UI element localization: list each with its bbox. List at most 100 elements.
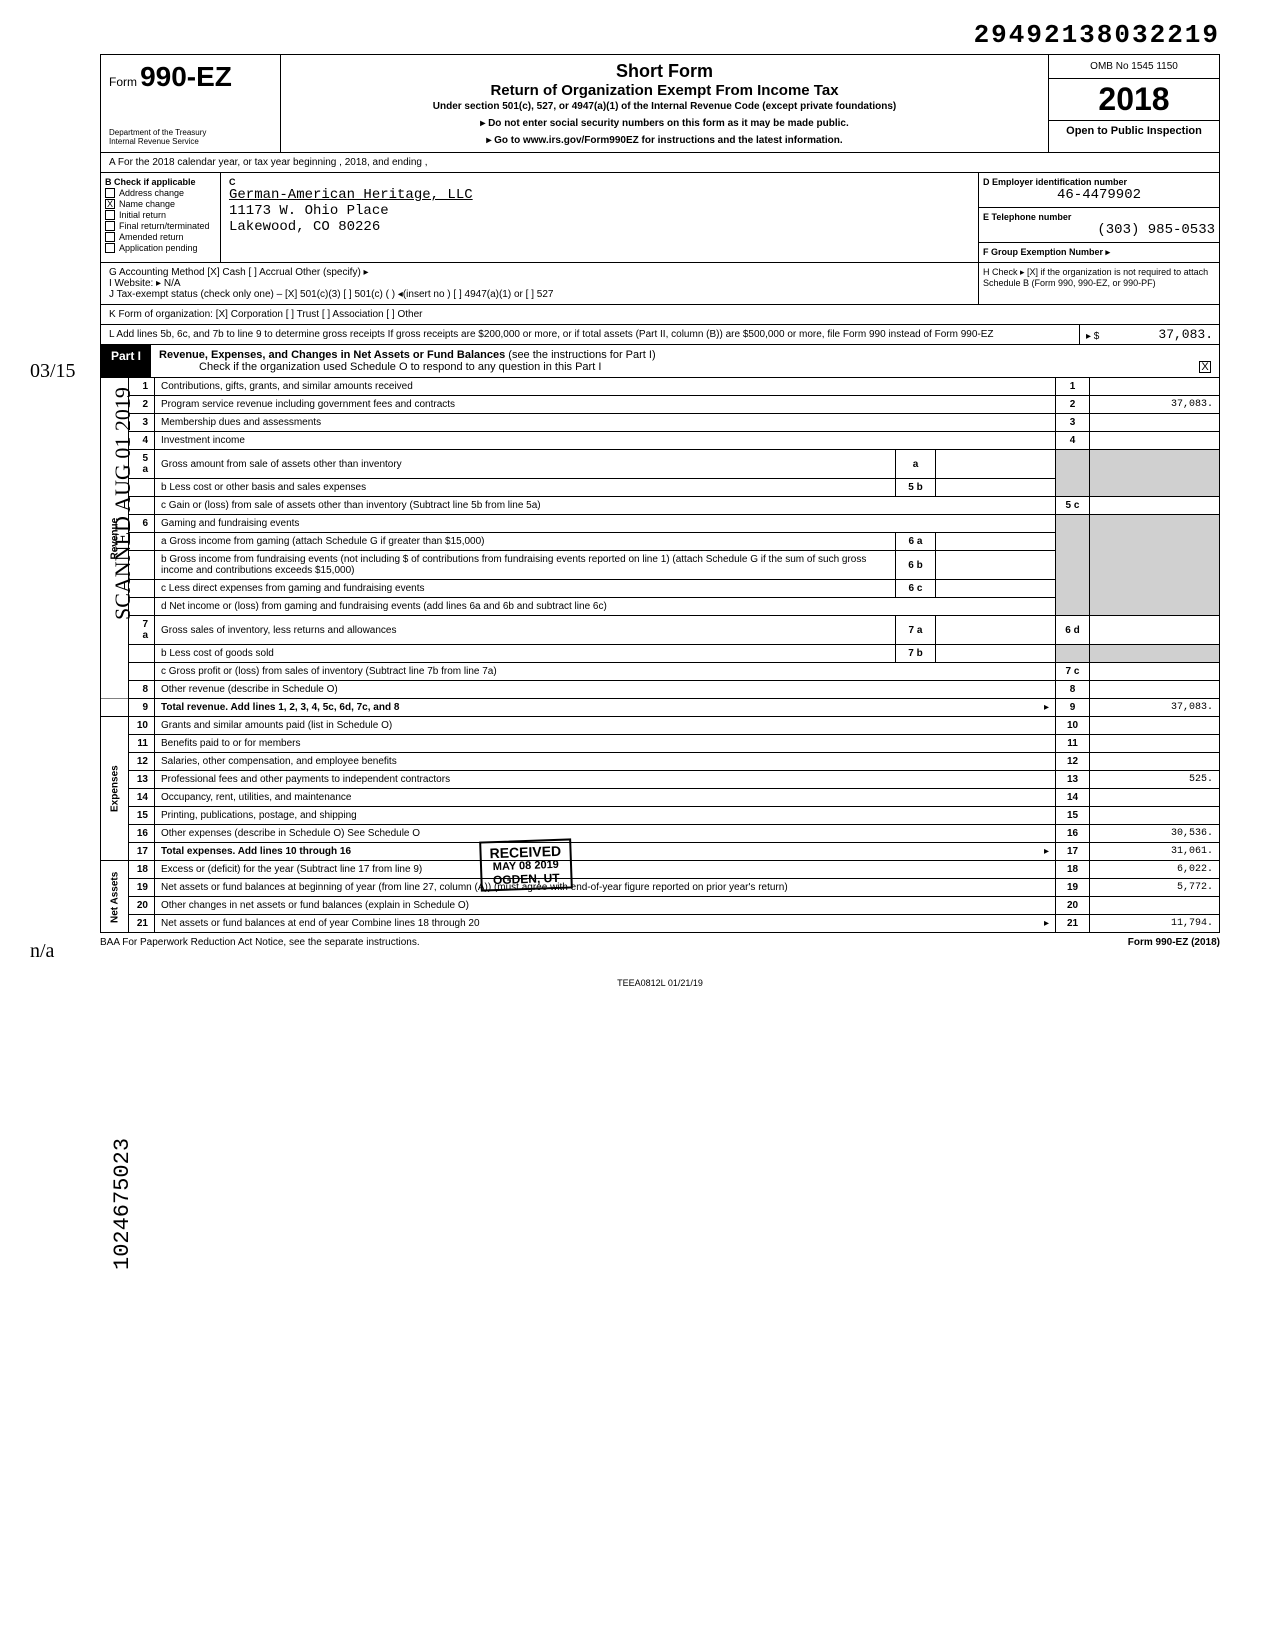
line-21-val: 11,794. — [1090, 915, 1220, 933]
org-name: German-American Heritage, LLC — [229, 187, 970, 203]
line-6-shade — [1056, 515, 1090, 616]
tax-year: 2018 — [1049, 79, 1219, 121]
dept-treasury: Department of the Treasury — [109, 128, 272, 137]
line-6d-rn: 6 d — [1056, 616, 1090, 645]
line-1-desc: Contributions, gifts, grants, and simila… — [155, 378, 1056, 396]
line-5a-desc: Gross amount from sale of assets other t… — [155, 450, 896, 479]
row-j-tax-status: J Tax-exempt status (check only one) – [… — [109, 289, 970, 300]
line-9-rn: 9 — [1056, 699, 1090, 717]
line-10-rn: 10 — [1056, 717, 1090, 735]
footer-right: Form 990-EZ (2018) — [1128, 937, 1220, 948]
block-e-phone: E Telephone number (303) 985-0533 — [979, 208, 1219, 243]
line-13-rn: 13 — [1056, 771, 1090, 789]
line-14-num: 14 — [129, 789, 155, 807]
line-6b-desc: b Gross income from fundraising events (… — [155, 551, 896, 580]
line-11-desc: Benefits paid to or for members — [155, 735, 1056, 753]
line-20-val — [1090, 897, 1220, 915]
row-h-schedule-b: H Check ▸ [X] if the organization is not… — [979, 263, 1219, 304]
line-5c-desc: c Gain or (loss) from sale of assets oth… — [155, 497, 1056, 515]
line-8-val — [1090, 681, 1220, 699]
line-7c-val — [1090, 663, 1220, 681]
line-10-desc: Grants and similar amounts paid (list in… — [155, 717, 1056, 735]
line-7b-box: 7 b — [896, 645, 936, 663]
ein-value: 46-4479902 — [983, 187, 1215, 203]
line-17-desc: Total expenses. Add lines 10 through 16▸ — [155, 843, 1056, 861]
line-1-val — [1090, 378, 1220, 396]
footer-mid: TEEA0812L 01/21/19 — [100, 978, 1220, 988]
row-k-form-org: K Form of organization: [X] Corporation … — [100, 305, 1220, 325]
part1-label: Part I — [101, 345, 151, 377]
line-1-rn: 1 — [1056, 378, 1090, 396]
line-13-desc: Professional fees and other payments to … — [155, 771, 1056, 789]
dln-top: 29492138032219 — [100, 20, 1220, 50]
footer-left: BAA For Paperwork Reduction Act Notice, … — [100, 937, 420, 948]
block-d-ein: D Employer identification number 46-4479… — [979, 173, 1219, 208]
line-5c-rn: 5 c — [1056, 497, 1090, 515]
line-11-val — [1090, 735, 1220, 753]
margin-scan: SCANNED AUG 01 2019 — [110, 387, 136, 620]
line-21-rn: 21 — [1056, 915, 1090, 933]
checkbox-name-change[interactable]: XName change — [105, 199, 216, 209]
line-11-num: 11 — [129, 735, 155, 753]
line-13-num: 13 — [129, 771, 155, 789]
line-15-val — [1090, 807, 1220, 825]
line-15-rn: 15 — [1056, 807, 1090, 825]
line-12-val — [1090, 753, 1220, 771]
block-b-header: B Check if applicable — [105, 177, 216, 187]
margin-date: 03/15 — [30, 360, 76, 383]
line-9-desc: Total revenue. Add lines 1, 2, 3, 4, 5c,… — [155, 699, 1056, 717]
line-12-desc: Salaries, other compensation, and employ… — [155, 753, 1056, 771]
line-19-val: 5,772. — [1090, 879, 1220, 897]
line-10-num: 10 — [129, 717, 155, 735]
line-17-num: 17 — [129, 843, 155, 861]
line-3-val — [1090, 414, 1220, 432]
checkbox-amended-return[interactable]: Amended return — [105, 232, 216, 242]
title-return: Return of Organization Exempt From Incom… — [291, 82, 1038, 99]
line-6a-box: 6 a — [896, 533, 936, 551]
line-15-desc: Printing, publications, postage, and shi… — [155, 807, 1056, 825]
line-10-val — [1090, 717, 1220, 735]
part1-checkbox[interactable]: X — [1199, 361, 1211, 373]
checkbox-final-return-terminated[interactable]: Final return/terminated — [105, 221, 216, 231]
dept-irs: Internal Revenue Service — [109, 137, 272, 146]
checkbox-initial-return[interactable]: Initial return — [105, 210, 216, 220]
checkbox-application-pending[interactable]: Application pending — [105, 243, 216, 253]
form-number: 990-EZ — [140, 61, 232, 92]
line-16-rn: 16 — [1056, 825, 1090, 843]
line-19-num: 19 — [129, 879, 155, 897]
row-a-calendar-year: A For the 2018 calendar year, or tax yea… — [100, 153, 1220, 173]
row-l-value-cell: ▸ $ 37,083. — [1079, 325, 1219, 344]
line-7b-desc: b Less cost of goods sold — [155, 645, 896, 663]
org-addr2: Lakewood, CO 80226 — [229, 219, 970, 235]
line-6d-val — [1090, 616, 1220, 645]
line-5c-val — [1090, 497, 1220, 515]
line-16-num: 16 — [129, 825, 155, 843]
line-7c-rn: 7 c — [1056, 663, 1090, 681]
line-19-desc: Net assets or fund balances at beginning… — [155, 879, 1056, 897]
checkbox-address-change[interactable]: Address change — [105, 188, 216, 198]
form-header: Form 990-EZ Department of the Treasury I… — [100, 54, 1220, 153]
phone-value: (303) 985-0533 — [983, 222, 1215, 238]
group-label: F Group Exemption Number ▸ — [983, 247, 1215, 258]
line-6-desc: Gaming and fundraising events — [155, 515, 1056, 533]
line-8-num: 8 — [129, 681, 155, 699]
line-12-num: 12 — [129, 753, 155, 771]
line-6a-desc: a Gross income from gaming (attach Sched… — [155, 533, 896, 551]
line-19-rn: 19 — [1056, 879, 1090, 897]
line-17-val: 31,061. — [1090, 843, 1220, 861]
line-5-shade — [1056, 450, 1090, 497]
margin-na: n/a — [30, 940, 54, 963]
line-13-val: 525. — [1090, 771, 1220, 789]
instruction-1: ▸ Do not enter social security numbers o… — [291, 118, 1038, 129]
line-5b-desc: b Less cost or other basis and sales exp… — [155, 479, 896, 497]
line-18-desc: Excess or (deficit) for the year (Subtra… — [155, 861, 1056, 879]
row-l-arrow: ▸ $ — [1086, 331, 1099, 342]
block-c-label: C — [229, 177, 970, 187]
line-5-shade-val — [1090, 450, 1220, 497]
line-9-val: 37,083. — [1090, 699, 1220, 717]
line-8-rn: 8 — [1056, 681, 1090, 699]
line-14-rn: 14 — [1056, 789, 1090, 807]
line-5b-box: 5 b — [896, 479, 936, 497]
line-3-desc: Membership dues and assessments — [155, 414, 1056, 432]
phone-label: E Telephone number — [983, 212, 1215, 222]
